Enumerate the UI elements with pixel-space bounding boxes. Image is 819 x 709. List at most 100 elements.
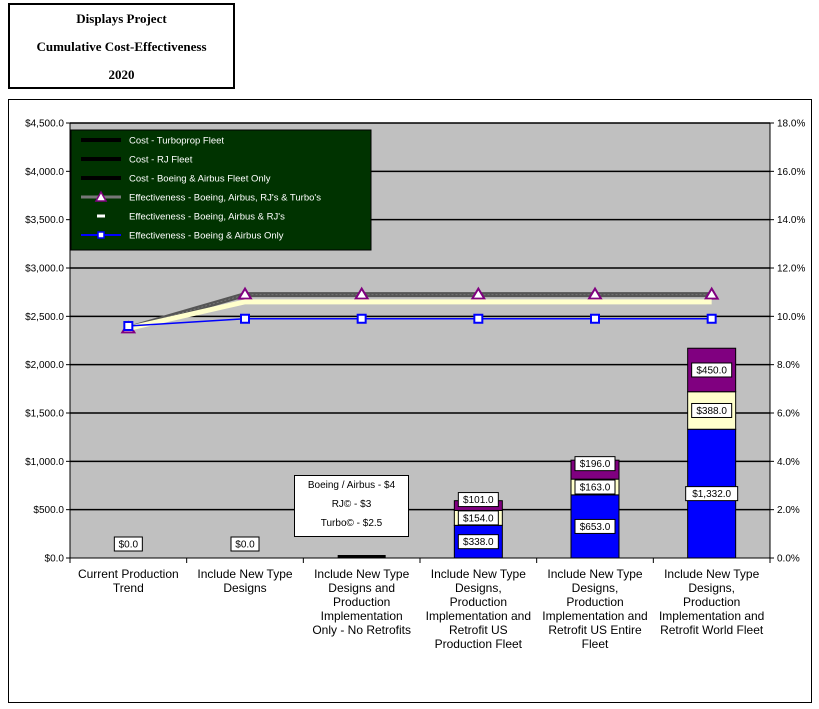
effectiveness-marker [470, 286, 487, 300]
y-right-tick-label: 6.0% [777, 409, 800, 420]
effectiveness-marker [237, 286, 253, 300]
data-label-box [691, 362, 733, 378]
y-right-tick-label: 14.0% [777, 215, 805, 226]
annotation-line-1: Boeing / Airbus - $4 [307, 480, 396, 491]
effectiveness-marker [473, 313, 484, 324]
x-category-label-line: Designs, [688, 581, 735, 595]
legend-entry: Effectiveness - Boeing & Airbus Only [129, 231, 284, 242]
data-label: $1,332.0 [685, 486, 739, 502]
x-category-label-line: Designs, [455, 581, 502, 595]
data-label-box [574, 456, 616, 472]
data-label-box [457, 534, 499, 550]
data-label: $388.0 [691, 402, 733, 418]
x-category-label-line: Include New Type [197, 567, 292, 581]
legend-marker [94, 190, 108, 202]
chart-title-box: Displays Project Cumulative Cost-Effecti… [8, 3, 235, 89]
data-label: $0.0 [230, 536, 260, 552]
y-right-tick-label: 16.0% [777, 167, 805, 178]
y-right-tick-label: 0.0% [777, 554, 800, 565]
y-left-tick-label: $2,000.0 [25, 360, 64, 371]
y-right-tick-label: 2.0% [777, 505, 800, 516]
annotation-line-2: RJ© - $3 [331, 499, 372, 510]
x-category-label-line: Production [566, 595, 623, 609]
x-category-label-line: Designs and [328, 581, 395, 595]
data-label-text: $101.0 [463, 495, 494, 506]
x-category-label: Include New Type Designs, Production Implem… [542, 567, 647, 651]
data-label-text: $154.0 [463, 513, 494, 524]
x-category-label-line: Include New Type [431, 567, 526, 581]
legend-entry: Effectiveness - Boeing, Airbus, RJ's & T… [129, 193, 321, 204]
effectiveness-marker [353, 286, 370, 300]
effectiveness-marker [587, 286, 603, 300]
y-left-tick-label: $4,000.0 [25, 167, 64, 178]
y-left-tick-label: $3,000.0 [25, 264, 64, 275]
y-left-tick-label: $2,500.0 [25, 312, 64, 323]
x-category-label-line: Retrofit US [449, 623, 508, 637]
effectiveness-marker [706, 313, 717, 324]
data-label-text: $196.0 [580, 459, 611, 470]
x-category-label-line: Implementation [321, 609, 403, 623]
effectiveness-marker [590, 313, 600, 324]
data-label-text: $388.0 [696, 406, 727, 417]
legend-entry: Effectiveness - Boeing, Airbus & RJ's [129, 212, 285, 223]
legend-entry: Cost - RJ Fleet [129, 155, 193, 166]
legend-box [70, 129, 372, 251]
data-label-box [574, 479, 616, 495]
bar-segment [337, 555, 386, 558]
price-annotation-box: Boeing / Airbus - $4 RJ© - $3 Turbo© - $… [294, 475, 409, 537]
data-label: $196.0 [574, 456, 616, 472]
y-left-tick-label: $3,500.0 [25, 215, 64, 226]
data-label-box [230, 536, 260, 552]
legend-entry: Cost - Boeing & Airbus Fleet Only [129, 174, 271, 185]
legend-entry: Cost - Turboprop Fleet [129, 136, 224, 147]
x-category-label-line: Retrofit World Fleet [660, 623, 764, 637]
x-category-label-line: Production [683, 595, 740, 609]
effectiveness-marker [703, 286, 720, 300]
x-category-label-line: Implementation and [659, 609, 764, 623]
x-category-label: Include New Type Designs [197, 567, 292, 595]
x-category-label-line: Production Fleet [435, 637, 523, 651]
y-left-tick-label: $1,500.0 [25, 409, 64, 420]
y-right-tick-label: 10.0% [777, 312, 805, 323]
data-label-box [113, 536, 143, 552]
y-right-tick-label: 4.0% [777, 457, 800, 468]
data-label-text: $0.0 [119, 540, 139, 551]
data-label-text: $338.0 [463, 537, 494, 548]
x-category-label-line: Designs, [572, 581, 619, 595]
title-line-3: 2020 [108, 67, 135, 82]
x-category-label-line: Fleet [582, 637, 609, 651]
title-line-2: Cumulative Cost-Effectiveness [36, 39, 207, 54]
data-label-text: $450.0 [696, 365, 727, 376]
data-label-box [457, 492, 499, 508]
x-category-label-line: Production [333, 595, 390, 609]
title-line-1: Displays Project [76, 11, 167, 26]
y-right-tick-label: 18.0% [777, 119, 805, 130]
data-label-box [457, 510, 499, 526]
data-label-box [691, 402, 733, 418]
data-label: $101.0 [457, 492, 499, 508]
x-category-label-line: Implementation and [426, 609, 531, 623]
x-category-label-line: Designs [223, 581, 266, 595]
data-label-text: $163.0 [580, 482, 611, 493]
legend-marker [97, 231, 105, 239]
y-left-tick-label: $1,000.0 [25, 457, 64, 468]
x-category-label: Current Production Trend [78, 567, 179, 595]
x-category-label-line: Current Production [78, 567, 179, 581]
x-category-label-line: Include New Type [547, 567, 642, 581]
y-left-tick-label: $0.0 [45, 554, 65, 565]
y-left-tick-label: $500.0 [33, 505, 64, 516]
x-category-label: Include New Type Designs and Production Imp… [312, 567, 411, 637]
data-label: $338.0 [457, 534, 499, 550]
data-label: $154.0 [457, 510, 499, 526]
effectiveness-marker [240, 313, 250, 324]
data-label-box [574, 518, 616, 534]
effectiveness-line [127, 299, 712, 331]
x-category-label-line: Only - No Retrofits [312, 623, 411, 637]
x-category-label: Include New Type Designs, Production Implem… [426, 567, 531, 651]
x-category-label-line: Production [450, 595, 507, 609]
y-right-tick-label: 12.0% [777, 264, 805, 275]
x-category-label-line: Include New Type [314, 567, 409, 581]
data-label: $163.0 [574, 479, 616, 495]
chart-frame [8, 99, 812, 703]
